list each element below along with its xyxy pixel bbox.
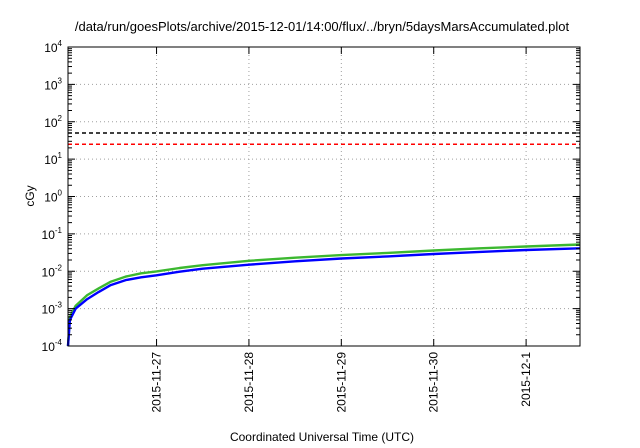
x-tick-labels: 2015-11-27 2015-11-28 2015-11-29 2015-11-30… [150,352,534,413]
y-tick-label: 10-4 [42,338,63,354]
series-line-green [66,243,581,347]
chart-title: /data/run/goesPlots/archive/2015-12-01/1… [75,19,570,34]
y-axis-label: cGy [23,185,37,206]
y-tick-label: 10-2 [42,263,63,279]
y-tick-label: 10-1 [42,226,63,242]
axis-ticks [68,46,580,347]
y-tick-label: 10-3 [42,301,63,317]
y-tick-label: 102 [44,114,62,130]
reference-lines [68,132,580,146]
y-tick-label: 103 [44,76,62,92]
x-axis-label: Coordinated Universal Time (UTC) [230,430,414,444]
x-tick-label: 2015-12-1 [519,352,533,407]
x-tick-label: 2015-11-27 [150,352,164,413]
x-tick-label: 2015-11-28 [242,352,256,413]
series-line-blue [66,247,581,347]
x-tick-label: 2015-11-30 [427,352,441,413]
y-tick-labels: 10-4 10-3 10-2 10-1 100 101 102 103 104 [42,39,63,354]
grid [68,47,580,346]
x-tick-label: 2015-11-29 [334,352,348,413]
y-tick-label: 100 [44,189,62,205]
y-tick-label: 104 [44,39,62,55]
y-tick-label: 101 [44,151,62,167]
series-lines [66,243,581,347]
